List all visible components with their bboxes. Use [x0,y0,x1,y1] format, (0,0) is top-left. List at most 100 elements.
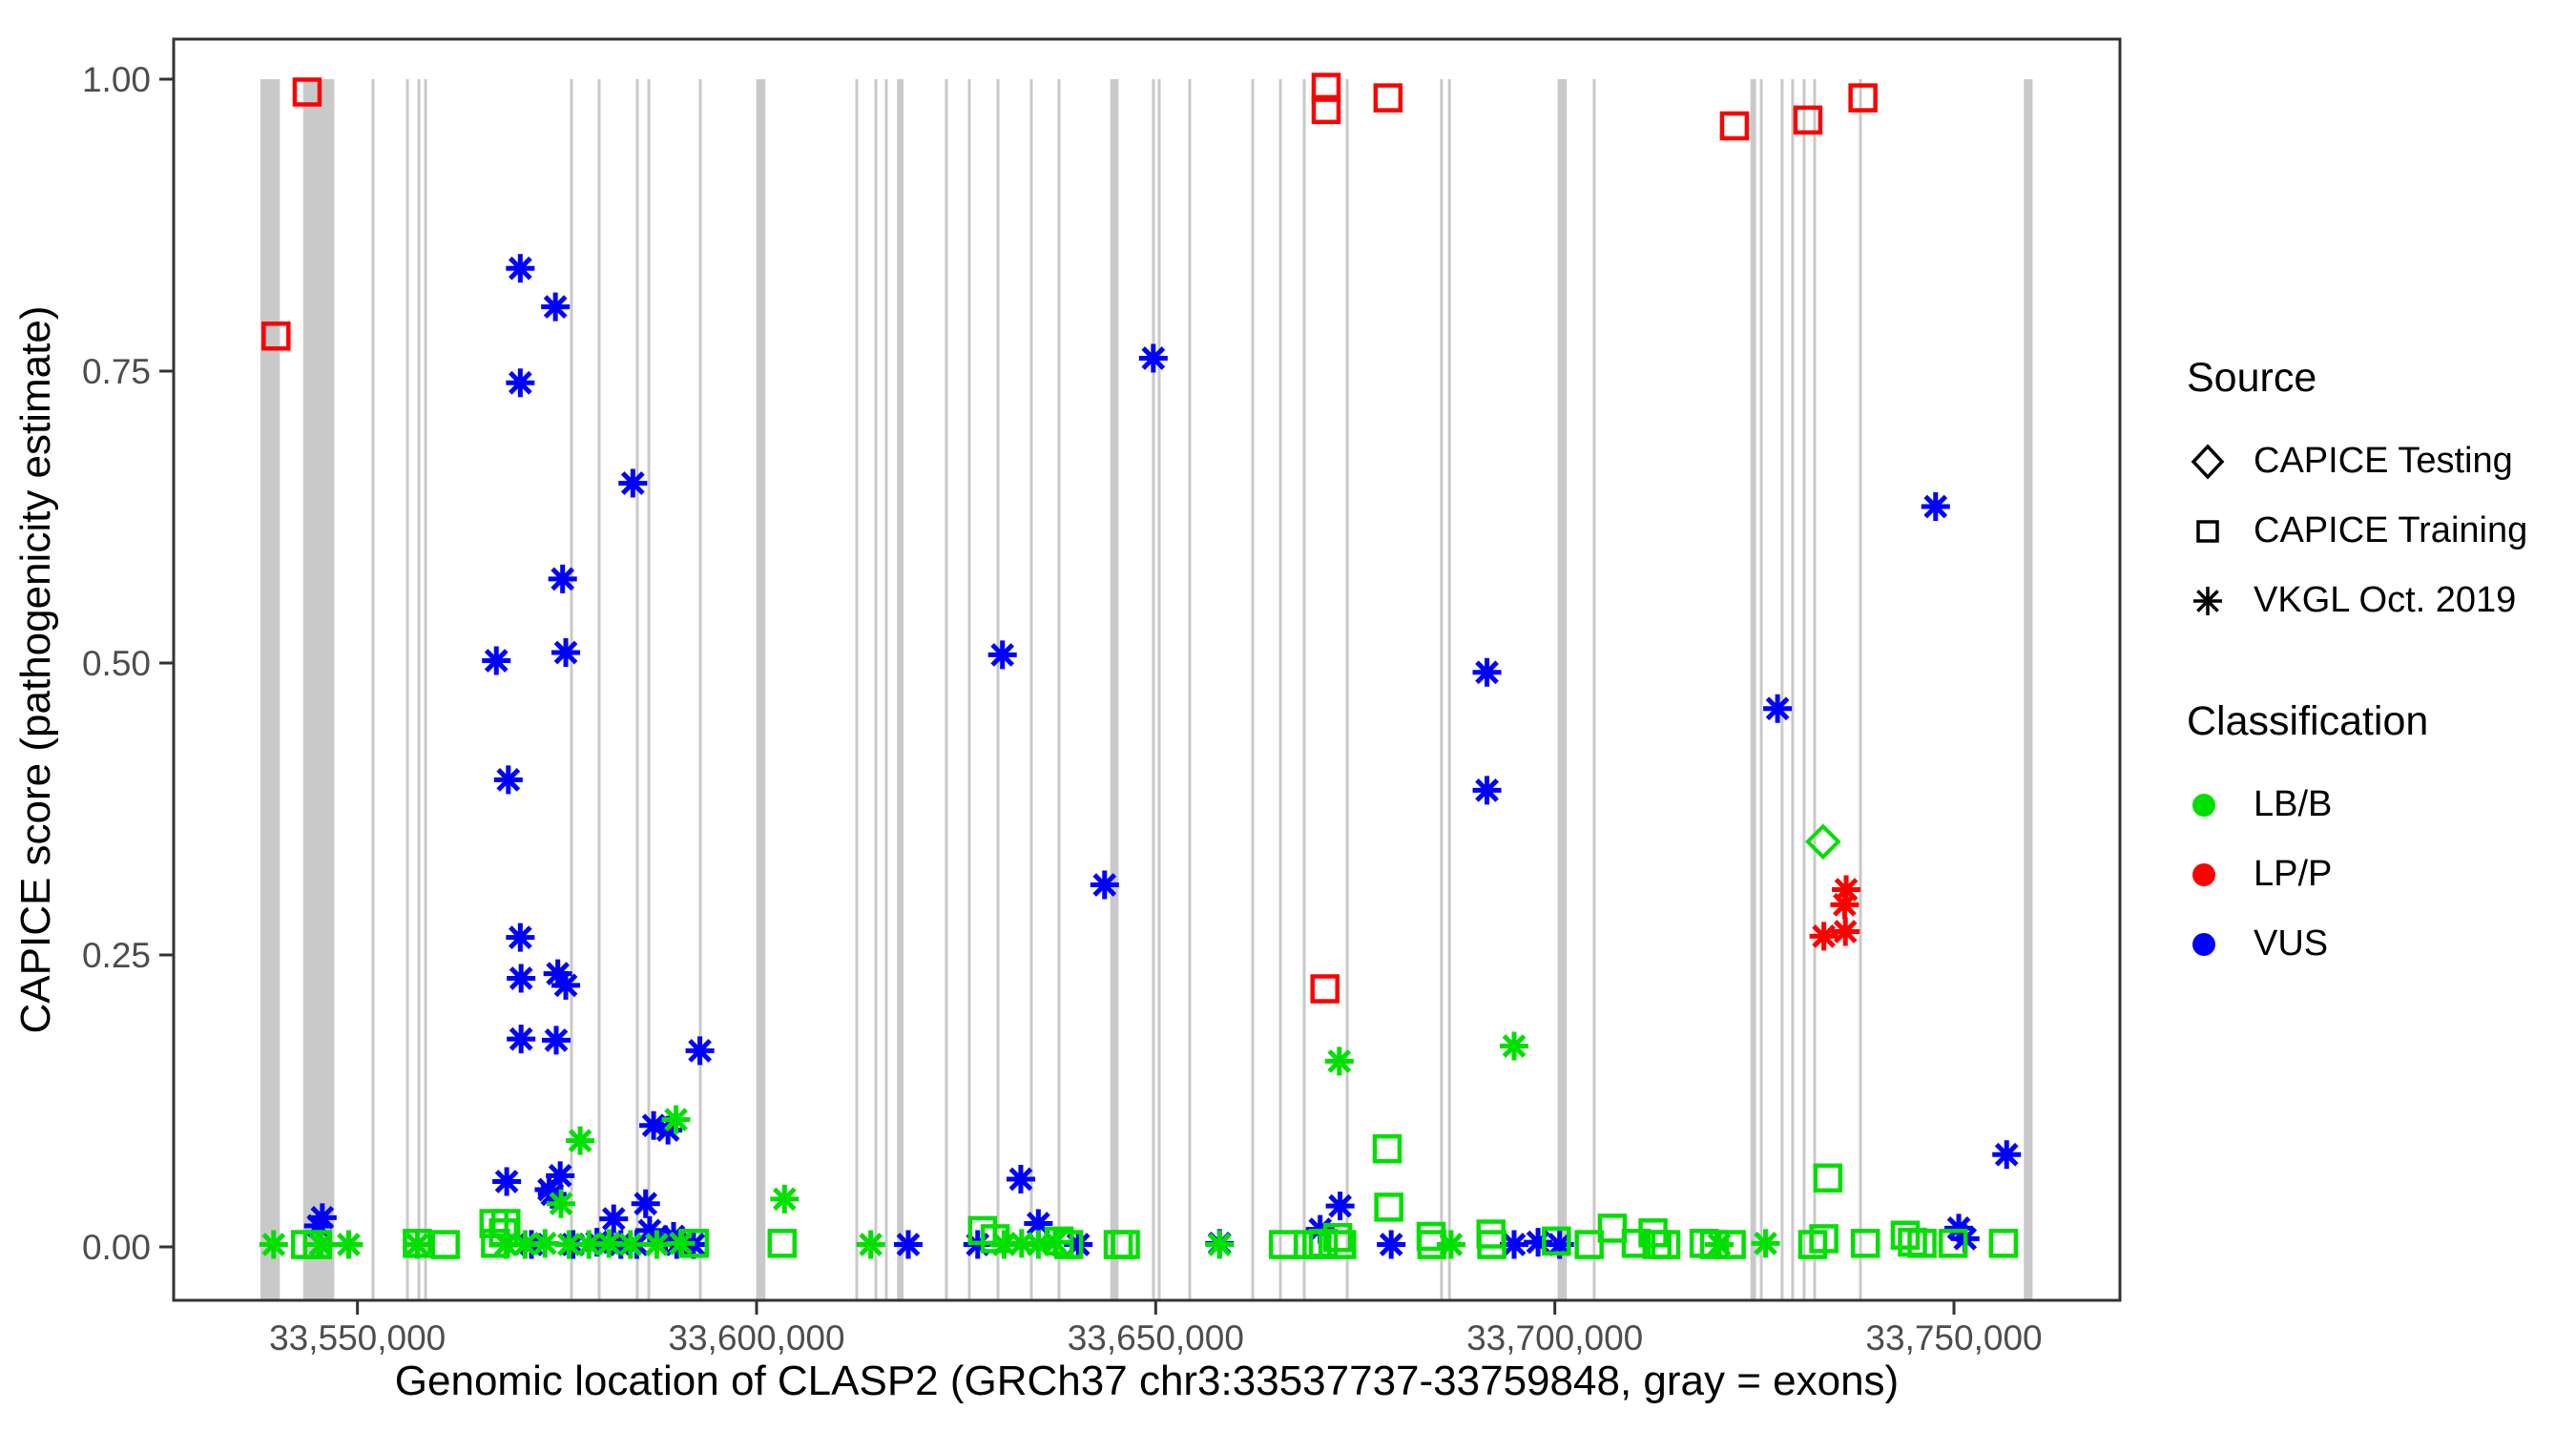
asterisk-marker [259,1230,288,1259]
asterisk-marker [1472,776,1502,805]
exon-bar [1440,79,1444,1300]
legend-item-lpp: LP/P [2187,840,2568,909]
asterisk-marker [1921,491,1950,521]
square-marker [302,1230,333,1259]
asterisk-marker [506,254,535,283]
green-dot-icon [2187,793,2240,817]
exon-bars [260,79,2033,1300]
legend-item-vkgl: VKGL Oct. 2019 [2187,566,2568,635]
square-marker [1850,1229,1880,1258]
exon-bar [855,79,859,1300]
square-marker [1373,83,1403,113]
asterisk-marker [1377,1230,1406,1259]
asterisk-marker [551,637,581,667]
asterisk-marker [1436,1230,1465,1259]
asterisk-marker [574,1230,604,1259]
asterisk-marker [543,959,572,988]
square-marker [1938,1229,1968,1258]
asterisk-marker [1007,1229,1036,1258]
asterisk-marker [661,1105,691,1134]
x-tick-label: 33,650,000 [1068,1318,1244,1358]
asterisk-marker [547,1189,576,1218]
asterisk-marker [493,765,523,795]
asterisk-marker [546,1161,575,1191]
asterisk-marker [492,1167,522,1196]
exon-bar [1188,79,1192,1300]
legend-classification-title: Classification [2187,698,2429,744]
asterisk-marker [482,646,511,675]
square-marker [1651,1230,1681,1259]
asterisk-marker [541,292,571,321]
asterisk-marker [334,1230,364,1259]
legend-item-capice-testing: CAPICE Testing [2187,426,2568,496]
square-marker [1898,1227,1927,1257]
legend-label: LB/B [2254,784,2333,824]
exon-bar [647,79,651,1300]
data-points [259,73,2022,1259]
exon-bar [996,79,1000,1300]
square-marker [980,1224,1010,1254]
legend-label: LP/P [2254,854,2333,894]
asterisk-marker [506,923,535,952]
asterisk-icon [2187,580,2240,622]
asterisk-marker [1472,657,1502,687]
exon-bar [635,79,639,1300]
legend-source-title: Source [2187,355,2317,401]
exon-bar [1859,79,1862,1300]
exon-bar [1157,79,1161,1300]
exon-bar [424,79,427,1300]
asterisk-marker [856,1230,885,1259]
square-marker [292,77,322,107]
x-tick-label: 33,550,000 [269,1318,446,1358]
square-marker [1327,1230,1357,1259]
exon-bar [1592,79,1596,1300]
square-marker [1542,1226,1571,1256]
square-marker [1417,1230,1447,1259]
diamond-icon [2187,441,2240,483]
asterisk-marker [551,970,581,1000]
asterisk-marker [634,1215,664,1245]
legend-label: VKGL Oct. 2019 [2254,580,2517,620]
square-marker [1890,1220,1921,1251]
exon-bar [570,79,573,1300]
x-tick-label: 33,700,000 [1466,1318,1643,1358]
asterisk-marker [1524,1228,1553,1257]
exon-bar [945,79,948,1300]
y-tick-label: 0.75 [82,352,151,391]
square-marker [261,321,291,351]
asterisk-marker [1992,1140,2022,1170]
square-marker [1044,1226,1074,1256]
asterisk-marker [566,1126,595,1155]
exon-bar [1780,79,1784,1300]
asterisk-marker [631,1189,660,1218]
asterisk-marker [1831,917,1860,946]
asterisk-marker [1832,875,1861,904]
asterisk-marker [1751,1229,1780,1258]
square-marker [1111,1230,1140,1259]
blue-dot-icon [2187,932,2240,956]
exon-bar [1278,79,1282,1300]
exon-bar [1447,79,1451,1300]
asterisk-marker [1830,890,1859,920]
legend-label: CAPICE Training [2254,510,2528,550]
plot-panel-border [172,37,2122,1302]
square-marker [1574,1230,1604,1259]
asterisk-marker [548,564,577,593]
legend-label: CAPICE Testing [2254,441,2513,481]
exon-bar [597,79,601,1300]
exon-bar [1813,79,1817,1300]
asterisk-marker [642,1230,672,1259]
square-marker [1848,83,1878,113]
asterisk-marker [507,1025,536,1054]
exon-bar [260,79,280,1300]
square-marker [1907,1229,1937,1258]
asterisk-marker [507,964,536,993]
asterisk-marker [1324,1047,1354,1076]
y-tick-label: 0.25 [82,936,151,975]
square-icon [2187,510,2240,552]
exon-bar [1345,79,1349,1300]
legend-label: VUS [2254,923,2329,964]
asterisk-marker [685,1036,715,1066]
asterisk-marker [303,1211,333,1240]
